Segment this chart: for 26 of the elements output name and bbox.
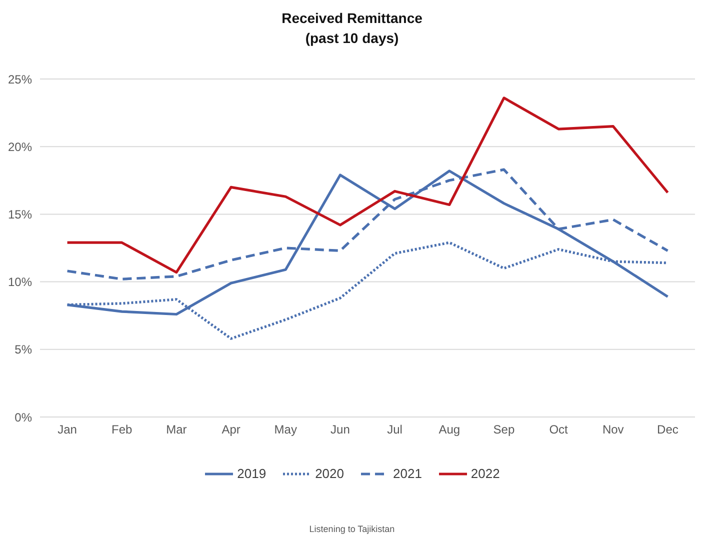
text: Listening to Tajikistan bbox=[308, 524, 396, 534]
x-tick-label: Dec bbox=[657, 422, 678, 437]
x-tick-label: Apr bbox=[222, 422, 240, 437]
x-tick-label: Oct bbox=[549, 422, 569, 437]
x-tick-label: Jun bbox=[330, 422, 350, 437]
chart-title: Received Remittance bbox=[280, 9, 424, 28]
y-tick-label: 20% bbox=[8, 140, 32, 154]
chart-subtitle: (past 10 days) bbox=[304, 29, 400, 48]
y-tick-label: 5% bbox=[14, 342, 32, 357]
legend-label: 2020 bbox=[315, 466, 344, 481]
legend-label: 2021 bbox=[393, 466, 422, 481]
x-tick-label: May bbox=[274, 422, 297, 437]
x-tick-label: Feb bbox=[112, 422, 133, 437]
x-tick-label: Aug bbox=[438, 422, 460, 437]
line-series bbox=[66, 96, 670, 274]
y-tick-label: 0% bbox=[14, 410, 32, 424]
y-tick-label: 10% bbox=[8, 275, 32, 290]
x-tick-label: Nov bbox=[602, 422, 624, 437]
x-tick-label: Sep bbox=[493, 422, 515, 437]
legend-label: 2019 bbox=[237, 466, 266, 481]
x-tick-label: Jul bbox=[387, 422, 402, 437]
y-tick-label: 15% bbox=[8, 207, 32, 222]
y-tick-label: 25% bbox=[8, 72, 32, 86]
legend-label: 2022 bbox=[470, 466, 500, 481]
x-tick-label: Jan bbox=[58, 422, 77, 437]
x-tick-label: Mar bbox=[166, 422, 187, 437]
